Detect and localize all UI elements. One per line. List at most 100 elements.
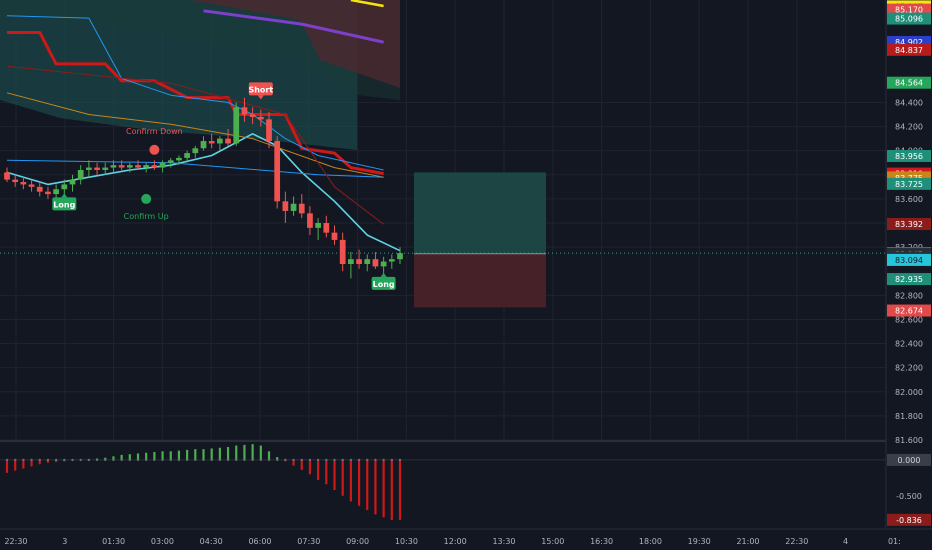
price-badge: 83.094 [887,253,931,266]
signal-dot [149,144,160,155]
price-tick-label: 84.200 [895,123,923,132]
oscillator-dot [308,458,312,462]
candle-body [266,119,272,142]
signal-label-text: Long [53,200,75,209]
candle-body [167,160,174,163]
candle-body [126,165,133,168]
candle-body [77,169,84,180]
time-axis-background [0,529,932,550]
candle [28,179,35,192]
candle-body [339,239,346,264]
time-tick-label: 22:30 [4,537,27,546]
indicator-line-ma-purple [203,9,384,44]
candle-body [94,167,100,170]
candle-body [331,232,338,240]
oscillator-tick-box [887,513,931,526]
candle [217,136,223,151]
candle [151,160,158,170]
oscillator-dot [235,458,238,462]
price-badge-text: 84.902 [895,38,923,47]
price-tick-label: 82.800 [895,291,923,300]
candle [176,155,182,166]
signal-label-box [52,197,77,211]
candle-body [200,141,207,149]
price-badge-text: 84.564 [895,79,923,88]
time-tick-label: 01:30 [102,537,125,546]
oscillator-tick: 0.000 [887,453,931,466]
candle-body [151,165,158,168]
time-tick-label: 15:00 [541,537,564,546]
candle-body [176,157,182,161]
signal-text: Confirm Up [124,212,169,221]
oscillator-tick-label: -0.500 [896,492,922,501]
oscillator-dot [316,458,320,462]
candle-body [192,148,199,154]
oscillator-dot [38,458,41,462]
oscillator-dot [71,458,74,462]
candle-body [282,201,289,211]
price-badge-text: 85.096 [895,15,923,24]
price-tick-label: 81.800 [895,412,923,421]
time-tick-label: 07:30 [297,537,320,546]
candle-body [143,165,150,168]
oscillator-dot [259,458,263,462]
time-tick-label: 21:00 [736,537,759,546]
oscillator-dot [390,458,394,462]
signal-long-label: Long [371,272,396,290]
candle [315,218,321,240]
candle-body [225,138,231,144]
candle-body [135,165,141,168]
oscillator-dot [267,458,271,462]
oscillator-dot [300,458,303,462]
candle [159,160,166,173]
candle-body [323,223,330,233]
candle-body [102,167,109,170]
ichimoku-cloud-red [190,0,400,88]
price-tick-label: 84.400 [895,98,923,107]
candle-body [12,179,19,183]
candle-body [110,165,117,168]
oscillator-dot [226,458,230,462]
position-stop-zone [414,253,546,308]
candle [331,225,338,245]
time-tick-label: 19:30 [688,537,711,546]
price-tick-label: 82.600 [895,315,923,324]
oscillator-tick-label: 0.000 [898,456,921,465]
candle [298,194,305,219]
candle [4,167,10,183]
signal-long-label: Long [52,193,77,211]
candle [45,186,51,199]
candle-body [53,189,59,195]
candle [69,174,76,192]
oscillator-dot [79,458,82,462]
oscillator-dot [63,458,66,462]
candle-body [307,213,313,228]
candle [184,150,190,163]
oscillator-dot [13,458,17,462]
candle [118,160,125,170]
candle-body [372,259,379,267]
candle-body [241,107,248,115]
oscillator-dot [251,458,254,462]
candle-body [208,141,215,144]
price-badge: 83.725 [887,177,931,190]
time-tick-label: 01: [888,537,901,546]
candle [397,247,403,264]
price-badge-text: 83.956 [895,152,923,161]
candle-body [36,186,43,192]
oscillator-dot [275,458,279,462]
signal-label-pointer [257,95,264,100]
price-badge-box [887,273,931,286]
signal-text: Confirm Down [126,127,183,136]
time-tick-label: 16:30 [590,537,613,546]
candle [364,254,371,272]
price-tick-label: 82.000 [895,388,923,397]
price-badge-text: 83.392 [895,220,923,229]
candle [274,136,281,209]
price-badge-box [887,149,931,162]
signal-dot [141,193,152,204]
candle [266,112,272,149]
oscillator-dot [54,458,58,462]
